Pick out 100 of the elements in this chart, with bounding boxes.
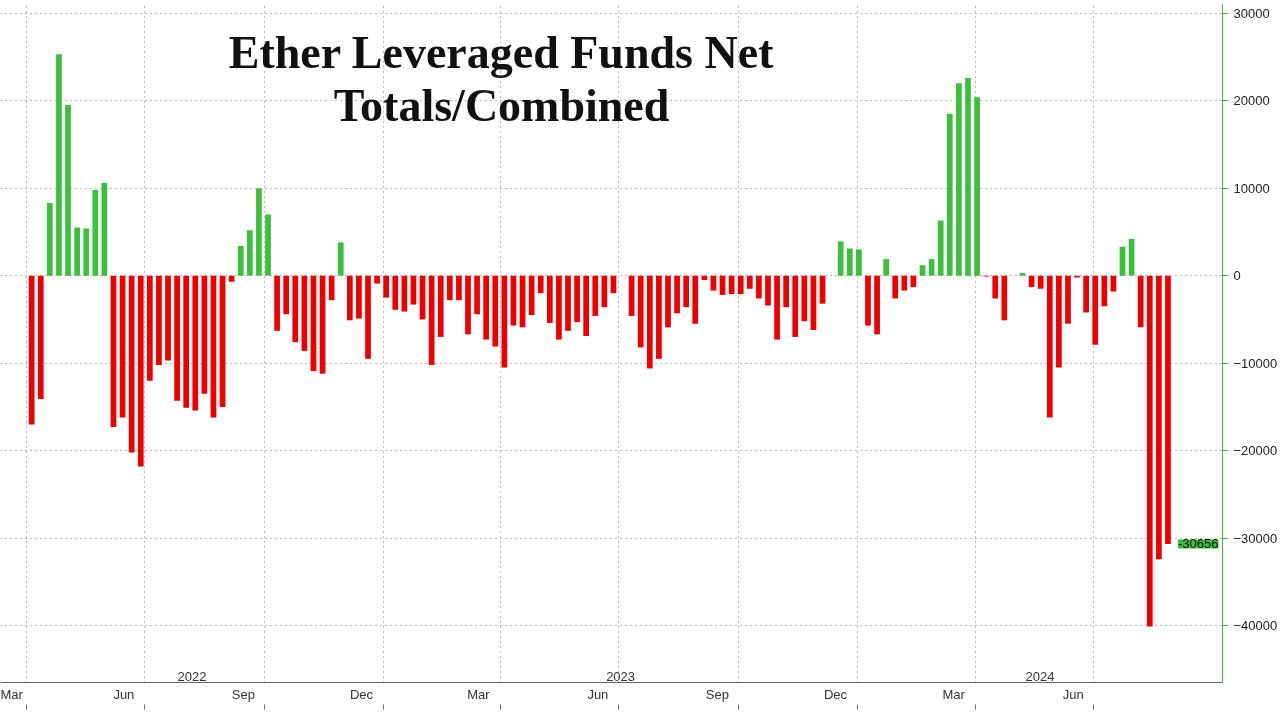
bar	[956, 83, 962, 276]
bar	[1146, 275, 1153, 627]
bar	[674, 275, 680, 314]
x-tick-label: Sep	[705, 686, 729, 702]
x-tick-label: Jun	[1062, 686, 1084, 702]
bar	[1083, 275, 1089, 313]
bar	[237, 245, 244, 276]
bar	[946, 113, 953, 276]
x-tick-label: Mar	[467, 686, 491, 702]
x-tick-label: Dec	[349, 686, 374, 702]
bar	[37, 275, 44, 400]
bar	[356, 275, 362, 319]
bar	[192, 275, 199, 411]
bar	[328, 275, 335, 301]
y-tick-label: −20000	[1233, 443, 1278, 459]
y-tick-label: −30000	[1233, 530, 1278, 546]
bar	[1037, 275, 1044, 289]
bar	[1101, 275, 1108, 307]
bar	[483, 275, 490, 340]
y-tick-label: 10000	[1233, 180, 1270, 196]
bar	[974, 97, 980, 276]
bar	[174, 275, 180, 401]
bar	[56, 54, 62, 276]
bar	[74, 227, 80, 276]
bar	[874, 275, 880, 335]
bar	[646, 275, 653, 369]
bar	[783, 275, 790, 308]
bar	[1056, 275, 1062, 368]
bar	[846, 248, 853, 276]
y-tick-label: 30000	[1233, 5, 1270, 21]
annotation: 2022	[177, 668, 207, 684]
y-tick-label: 0	[1233, 268, 1241, 284]
bar	[701, 275, 708, 281]
bar	[1156, 275, 1162, 560]
y-tick-label: 20000	[1233, 93, 1270, 109]
bar	[746, 275, 753, 289]
bar	[1019, 273, 1026, 276]
bar	[446, 275, 453, 301]
bar	[892, 275, 899, 299]
bar	[683, 275, 690, 308]
x-tick-label: Sep	[231, 686, 255, 702]
bar	[756, 275, 762, 299]
bar	[365, 275, 371, 359]
bar	[65, 105, 71, 276]
bar	[465, 275, 471, 335]
bar	[246, 230, 253, 276]
x-tick-label: Dec	[823, 686, 848, 702]
bar	[1046, 275, 1053, 418]
bar	[474, 275, 480, 315]
bar	[28, 275, 35, 425]
text: Ether Leveraged Funds Net Totals/Combined	[228, 26, 775, 132]
bar	[901, 275, 908, 291]
bar	[937, 220, 944, 276]
bar	[437, 275, 444, 337]
bar	[83, 228, 90, 276]
bar	[46, 203, 53, 276]
bar	[965, 77, 971, 276]
bar	[283, 275, 290, 315]
annotation: 2024	[1025, 668, 1055, 684]
bar	[292, 275, 299, 343]
bar	[856, 249, 862, 276]
bar	[146, 275, 153, 381]
bar	[265, 214, 271, 276]
x-tick-label: Jun	[587, 686, 609, 702]
bar	[692, 275, 699, 324]
bar	[383, 275, 390, 298]
bar	[737, 275, 744, 295]
y-tick-label: −40000	[1233, 618, 1278, 634]
bar	[156, 275, 162, 365]
bar	[128, 275, 135, 453]
x-tick-label: Mar	[0, 686, 24, 702]
x-tick-label: Jun	[113, 686, 135, 702]
bar	[165, 275, 171, 361]
bar	[574, 275, 580, 323]
bar	[346, 275, 353, 321]
bar	[1137, 275, 1144, 328]
bar	[583, 275, 590, 337]
bar	[492, 275, 499, 347]
bar	[456, 275, 462, 301]
bar	[92, 189, 99, 276]
y-tick-label: −10000	[1233, 355, 1278, 371]
bar	[637, 275, 644, 348]
bar	[837, 241, 844, 276]
bar	[883, 259, 890, 276]
bar	[137, 275, 144, 467]
bar	[592, 275, 599, 316]
bar	[274, 275, 280, 331]
bar	[1065, 275, 1071, 324]
bar	[1001, 275, 1008, 321]
bar	[765, 275, 771, 306]
bar	[865, 275, 871, 326]
annotation: -30656	[1177, 536, 1219, 552]
bar	[537, 275, 544, 294]
bar	[774, 275, 780, 340]
annotation: 2023	[606, 668, 636, 684]
x-tick-label: Mar	[942, 686, 966, 702]
bar	[919, 265, 926, 276]
bar	[556, 275, 562, 340]
bar	[256, 188, 262, 276]
bar	[337, 242, 344, 276]
